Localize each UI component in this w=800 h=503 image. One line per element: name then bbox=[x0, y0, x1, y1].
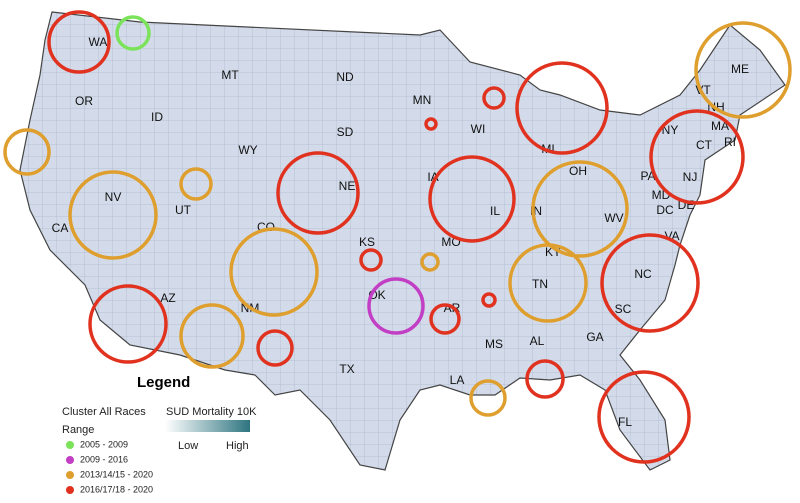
cluster-circle bbox=[469, 379, 507, 417]
state-label: NV bbox=[105, 190, 122, 204]
state-label: MS bbox=[485, 337, 503, 351]
state-label: RI bbox=[724, 135, 736, 149]
state-label: MT bbox=[221, 68, 239, 82]
state-label: SC bbox=[615, 302, 632, 316]
legend-dot bbox=[66, 471, 74, 479]
cluster-circle bbox=[420, 252, 440, 272]
state-label: FL bbox=[618, 415, 632, 429]
state-label: AZ bbox=[160, 291, 175, 305]
cluster-circle bbox=[424, 117, 438, 131]
cluster-circle bbox=[367, 277, 425, 335]
state-label: IL bbox=[490, 204, 500, 218]
legend-title: Legend bbox=[137, 374, 190, 391]
state-label: KS bbox=[359, 235, 375, 249]
state-label: ND bbox=[336, 70, 354, 84]
state-label: OR bbox=[75, 94, 93, 108]
state-label: NE bbox=[339, 179, 356, 193]
state-label: GA bbox=[586, 330, 603, 344]
state-label: ID bbox=[151, 110, 163, 124]
legend-dot bbox=[66, 486, 74, 494]
legend-dot bbox=[66, 456, 74, 464]
scale-title: SUD Mortality 10K bbox=[166, 406, 257, 418]
state-label: NY bbox=[662, 123, 679, 137]
cluster-circle bbox=[276, 151, 360, 235]
legend-dot bbox=[66, 441, 74, 449]
us-outline bbox=[19, 11, 786, 471]
cluster-circle bbox=[428, 155, 516, 243]
state-label: ME bbox=[731, 62, 749, 76]
scale-high: High bbox=[226, 440, 249, 452]
state-label: AL bbox=[530, 334, 545, 348]
state-label: WI bbox=[471, 122, 486, 136]
cluster-circle bbox=[3, 128, 51, 176]
legend-range-label: 2005 - 2009 bbox=[80, 439, 128, 449]
state-label: WV bbox=[604, 211, 623, 225]
state-label: TN bbox=[532, 277, 548, 291]
cluster-circle bbox=[256, 329, 294, 367]
state-label: MN bbox=[413, 93, 432, 107]
scale-low: Low bbox=[178, 440, 198, 452]
state-label: IA bbox=[427, 170, 438, 184]
legend-range-title: Range bbox=[62, 424, 94, 436]
state-label: DC bbox=[656, 203, 674, 217]
scale-bar bbox=[165, 420, 250, 432]
cluster-circle bbox=[600, 233, 700, 333]
cluster-circle bbox=[88, 284, 168, 364]
cluster-circle bbox=[531, 160, 629, 258]
legend-range-label: 2009 - 2016 bbox=[80, 454, 128, 464]
state-label: PA bbox=[640, 169, 655, 183]
legend-cluster-title: Cluster All Races bbox=[62, 406, 146, 418]
cluster-circle bbox=[47, 10, 111, 74]
cluster-circle bbox=[481, 292, 497, 308]
state-label: WA bbox=[89, 35, 108, 49]
cluster-circle bbox=[429, 303, 461, 335]
state-label: WY bbox=[238, 143, 257, 157]
state-label: LA bbox=[450, 373, 465, 387]
cluster-circle bbox=[482, 86, 506, 110]
cluster-circle bbox=[525, 359, 565, 399]
legend-ranges: 2005 - 2009 2009 - 2016 2013/14/15 - 2020 2… bbox=[66, 439, 153, 494]
state-label: OH bbox=[569, 164, 587, 178]
cluster-circles bbox=[3, 10, 792, 464]
state-label: MA bbox=[711, 119, 729, 133]
cluster-circle bbox=[68, 170, 158, 260]
cluster-circle bbox=[515, 61, 609, 155]
state-label: NJ bbox=[683, 170, 698, 184]
cluster-circle bbox=[359, 248, 383, 272]
state-label: CT bbox=[696, 138, 713, 152]
cluster-circle bbox=[229, 227, 319, 317]
legend-range-label: 2016/17/18 - 2020 bbox=[80, 484, 153, 494]
state-label: NC bbox=[634, 267, 652, 281]
state-label: UT bbox=[175, 203, 192, 217]
state-label: TX bbox=[339, 362, 354, 376]
state-label: CA bbox=[52, 221, 69, 235]
cluster-circle bbox=[694, 21, 792, 119]
cluster-circle bbox=[115, 15, 151, 51]
cluster-circle bbox=[179, 167, 213, 201]
legend-range-label: 2013/14/15 - 2020 bbox=[80, 469, 153, 479]
cluster-circle bbox=[649, 109, 745, 205]
cluster-circle bbox=[597, 370, 691, 464]
cluster-circle bbox=[179, 303, 245, 369]
state-label: SD bbox=[337, 125, 354, 139]
